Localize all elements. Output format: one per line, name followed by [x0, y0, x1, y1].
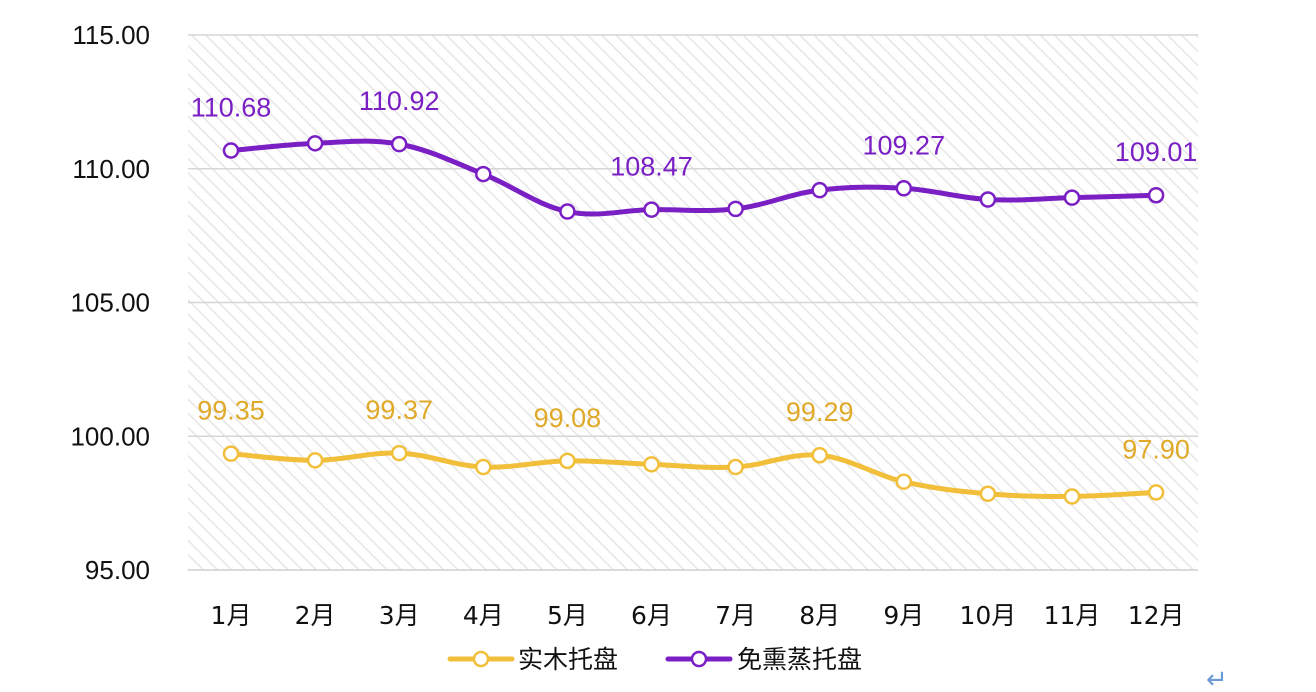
data-label: 110.68: [191, 93, 272, 123]
data-label: 99.35: [197, 396, 265, 426]
legend-label: 免熏蒸托盘: [737, 645, 862, 674]
data-label: 110.92: [359, 86, 440, 116]
legend: 实木托盘 免熏蒸托盘: [447, 645, 862, 674]
x-tick-label: 8月: [799, 601, 840, 630]
data-point: [306, 452, 324, 469]
data-point: [643, 456, 660, 473]
legend-marker-icon: [690, 650, 708, 668]
return-mark: ↵: [1206, 665, 1228, 692]
series-fumigation-free-pallet: 110.68 110.92 108.47 109.27 109.01: [191, 86, 1198, 220]
data-point: [559, 203, 576, 220]
data-point: [895, 180, 913, 197]
data-label: 109.01: [1115, 137, 1198, 167]
series-solid-wood-pallet: 99.35 99.37 99.08 99.29 97.90: [197, 395, 1190, 505]
data-label: 109.27: [863, 130, 946, 160]
data-point: [811, 446, 828, 464]
legend-item: 实木托盘: [447, 645, 618, 674]
legend-label: 实木托盘: [518, 645, 618, 674]
data-point: [811, 181, 828, 199]
data-point: [979, 485, 997, 503]
data-label: 99.08: [534, 403, 602, 433]
y-tick-label: 100.00: [70, 421, 150, 451]
x-tick-label: 11月: [1044, 601, 1101, 630]
data-point: [222, 142, 240, 159]
data-label: 97.90: [1122, 434, 1190, 464]
data-point: [390, 135, 408, 153]
series-line: [228, 138, 1159, 217]
x-axis: 1月 2月 3月 4月 5月 6月 7月 8月 9月 10月 11月 12月: [211, 601, 1185, 630]
data-label: 108.47: [610, 152, 693, 182]
data-point: [1063, 189, 1081, 206]
legend-item: 免熏蒸托盘: [665, 645, 862, 674]
data-point: [475, 458, 492, 476]
data-point: [475, 165, 492, 183]
data-point: [1147, 186, 1165, 204]
x-tick-label: 10月: [959, 601, 1016, 630]
data-point: [1147, 484, 1165, 501]
data-point: [1063, 488, 1081, 505]
data-point: [979, 191, 997, 208]
x-tick-label: 3月: [379, 601, 420, 630]
data-point: [559, 452, 576, 470]
x-tick-label: 5月: [547, 601, 588, 630]
y-tick-label: 95.00: [85, 555, 150, 585]
x-tick-label: 7月: [715, 601, 756, 630]
data-point: [222, 445, 240, 462]
y-tick-label: 110.00: [72, 154, 150, 184]
series-line: [228, 450, 1159, 500]
data-point: [727, 200, 744, 218]
data-point: [390, 444, 408, 462]
y-tick-label: 105.00: [70, 288, 150, 318]
data-label: 99.37: [365, 395, 433, 425]
x-tick-label: 4月: [463, 601, 504, 630]
x-tick-label: 12月: [1128, 601, 1185, 630]
y-axis: 95.00 100.00 105.00 110.00 115.00: [70, 20, 150, 585]
x-tick-label: 9月: [883, 601, 924, 630]
x-tick-label: 1月: [211, 601, 252, 630]
data-point: [895, 473, 913, 490]
y-tick-label: 115.00: [72, 20, 150, 50]
legend-marker-icon: [472, 650, 490, 668]
series-layer: 99.35 99.37 99.08 99.29 97.90 110.68 110.92 108…: [191, 86, 1198, 505]
data-point: [727, 458, 744, 476]
gridlines: [188, 34, 1198, 571]
data-point: [306, 135, 324, 152]
x-tick-label: 6月: [631, 601, 672, 630]
data-label: 99.29: [786, 397, 854, 427]
data-point: [643, 201, 660, 218]
x-tick-label: 2月: [295, 601, 336, 630]
